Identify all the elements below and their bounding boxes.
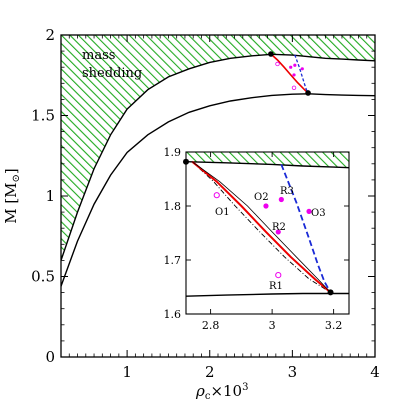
x-tick-label: 2 — [205, 363, 215, 381]
mini-blue-curve — [294, 54, 309, 94]
x-tick-label: 4 — [370, 363, 380, 381]
magenta-open-point — [275, 272, 282, 279]
inset-axes-frame — [185, 151, 350, 315]
y-tick-label: 0 — [45, 348, 55, 366]
mini-red-curve — [270, 53, 309, 94]
main-ticks: 1 2 3 4 0 0.5 1 1.5 2 — [31, 26, 380, 381]
mass-shedding-curve — [61, 53, 375, 261]
magenta-open-point — [213, 192, 220, 199]
magenta-point — [306, 208, 312, 214]
x-tick-label: 1 — [122, 363, 132, 381]
inset-y-tick-label: 1.9 — [164, 146, 182, 159]
inset-y-tick-label: 1.7 — [164, 254, 182, 267]
magenta-point — [263, 203, 269, 209]
mini-magenta-point — [292, 73, 296, 77]
mini-magenta-open-point — [291, 85, 297, 91]
inset-blue-dashed-curve — [280, 164, 332, 293]
y-tick-label: 1.5 — [31, 107, 55, 125]
label-r2: R2 — [272, 222, 286, 233]
magenta-point — [275, 229, 281, 235]
inset-y-tick-label: 1.6 — [164, 308, 182, 321]
inset-endpoint-marker — [327, 289, 334, 296]
inset-x-tick-label: 2.8 — [202, 319, 220, 332]
magenta-point — [278, 196, 284, 203]
main-mini-curves — [270, 53, 309, 94]
inset-x-tick-label: 3 — [269, 319, 276, 332]
main-panel: 1 2 3 4 0 0.5 1 1.5 2 mass shedding ρc×103 M [M⊙… — [2, 26, 380, 402]
y-tick-label: 1 — [45, 187, 55, 205]
inset-points — [183, 158, 334, 296]
mini-magenta-open-point — [275, 61, 280, 67]
inset-y-tick-label: 1.8 — [164, 200, 182, 213]
endpoint-marker — [268, 51, 274, 57]
x-axis-title: ρc×103 — [195, 382, 248, 402]
main-points — [268, 51, 311, 96]
y-axis-title: M [M⊙] — [2, 168, 22, 224]
label-o3: O3 — [311, 208, 326, 219]
mini-magenta-point — [300, 67, 304, 71]
y-tick-label: 2 — [45, 26, 55, 44]
inset-panel: 2.8 3 3.2 1.6 1.7 1.8 1.9 O1 O2 R3 O3 R2 R1 — [164, 146, 350, 332]
inset-x-tick-label: 3.2 — [325, 319, 343, 332]
inset-thin-curve — [191, 161, 331, 293]
inset-dashdot-curve — [191, 161, 331, 293]
label-r1: R1 — [269, 281, 283, 292]
label-o1: O1 — [215, 207, 230, 218]
label-o2: O2 — [254, 192, 269, 203]
y-tick-label: 0.5 — [31, 268, 55, 286]
mass-shedding-region — [61, 35, 375, 261]
mini-magenta-point — [293, 63, 297, 67]
annotation-shedding: shedding — [82, 66, 142, 81]
label-r3: R3 — [280, 186, 294, 197]
endpoint-marker — [305, 90, 311, 96]
inset-mass-shedding-curve — [186, 161, 349, 169]
inset-red-curve — [191, 160, 332, 294]
inset-lower-curve — [186, 292, 349, 297]
inset-endpoint-marker — [183, 158, 189, 165]
mini-magenta-point — [289, 65, 293, 69]
annotation-mass: mass — [82, 48, 115, 63]
inset-ticks: 2.8 3 3.2 1.6 1.7 1.8 1.9 — [164, 146, 349, 332]
x-tick-label: 3 — [288, 363, 298, 381]
lower-curve — [61, 93, 375, 287]
inset-mass-shedding-region — [186, 152, 349, 168]
